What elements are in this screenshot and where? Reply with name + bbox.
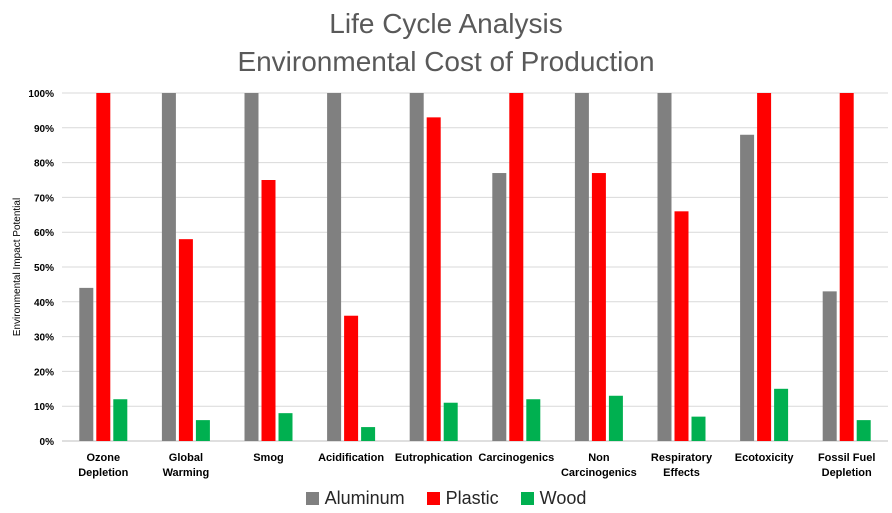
y-tick-label: 80% [34,159,54,170]
legend-label-aluminum: Aluminum [324,488,405,508]
bar-wood [195,420,210,441]
legend: Aluminum Plastic Wood [0,488,892,509]
x-category-label: Non [588,452,610,464]
bar-plastic [757,93,772,441]
bar-plastic [509,93,524,441]
bar-aluminum [492,173,507,442]
legend-item-plastic: Plastic [426,488,499,509]
bar-plastic [426,117,441,442]
x-category-label: Effects [663,467,700,479]
bar-aluminum [327,93,342,441]
y-axis-label: Environmental Impact Potential [12,198,23,336]
bar-plastic [96,93,111,441]
bar-wood [691,416,706,441]
bar-wood [361,427,376,441]
legend-swatch-aluminum [305,492,319,505]
bar-wood [278,413,293,441]
bar-plastic [839,93,854,441]
y-tick-label: 60% [34,228,54,239]
bar-plastic [261,180,276,441]
bar-plastic [674,211,689,441]
y-tick-label: 90% [34,124,54,135]
bar-aluminum [740,134,755,441]
legend-item-aluminum: Aluminum [305,488,405,509]
bar-plastic [591,173,606,442]
chart-subtitle: Environmental Cost of Production [237,46,655,77]
y-tick-label: 0% [40,437,55,448]
bar-wood [608,395,623,441]
bar-aluminum [409,93,424,441]
bar-aluminum [822,291,837,441]
bar-aluminum [244,93,259,441]
y-tick-label: 30% [34,333,54,344]
legend-swatch-plastic [426,492,440,505]
x-category-label: Depletion [78,467,128,479]
bar-aluminum [79,287,94,441]
chart-title: Life Cycle Analysis [329,8,563,39]
x-category-label: Carcinogenics [478,452,554,464]
bar-wood [856,420,871,441]
x-category-label: Respiratory [651,452,713,464]
legend-swatch-wood [520,492,534,505]
bar-wood [774,388,789,441]
x-category-label: Depletion [822,467,872,479]
y-tick-label: 40% [34,298,54,309]
y-tick-label: 50% [34,263,54,274]
y-tick-label: 20% [34,367,54,378]
legend-label-wood: Wood [539,488,587,508]
x-category-label: Acidification [318,452,384,464]
bar-plastic [178,239,193,441]
x-category-label: Carcinogenics [561,467,637,479]
x-category-label: Global [169,452,203,464]
legend-item-wood: Wood [520,488,587,509]
y-tick-label: 100% [28,89,54,100]
x-category-label: Warming [163,467,210,479]
bar-wood [443,402,458,441]
x-category-label: Fossil Fuel [818,452,875,464]
bar-aluminum [657,93,672,441]
x-category-label: Ozone [86,452,120,464]
bar-aluminum [161,93,176,441]
legend-label-plastic: Plastic [445,488,499,508]
y-tick-label: 10% [34,402,54,413]
x-category-label: Smog [253,452,284,464]
y-tick-label: 70% [34,193,54,204]
bar-wood [526,399,541,441]
bar-wood [113,399,128,441]
x-category-label: Ecotoxicity [735,452,795,464]
bar-aluminum [574,93,589,441]
x-category-label: Eutrophication [395,452,473,464]
bar-plastic [344,315,359,441]
